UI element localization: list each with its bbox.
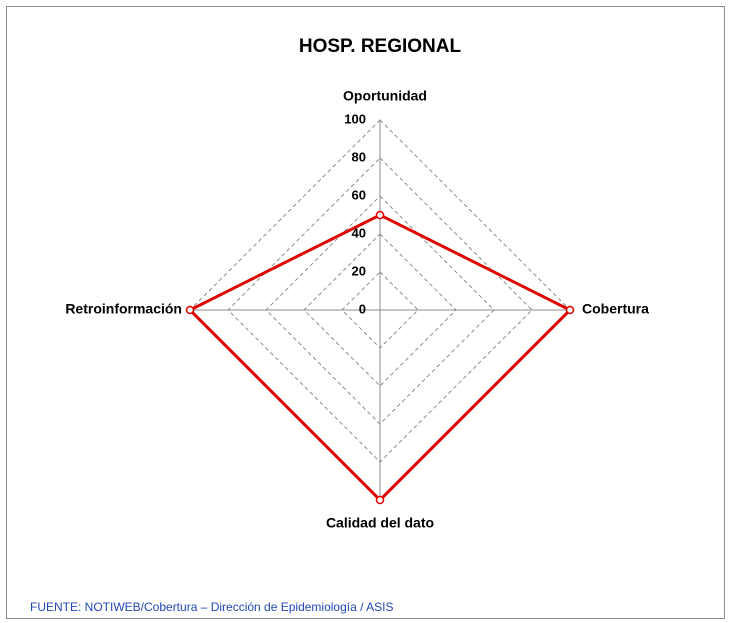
tick-label: 20 bbox=[352, 263, 366, 278]
tick-label: 60 bbox=[352, 187, 366, 202]
category-label: Cobertura bbox=[582, 301, 649, 317]
category-label: Retroinformación bbox=[65, 301, 182, 317]
data-point bbox=[375, 210, 385, 220]
chart-title: HOSP. REGIONAL bbox=[299, 36, 462, 57]
grid-ring bbox=[303, 233, 457, 387]
chart-frame bbox=[6, 6, 725, 619]
tick-label: 0 bbox=[359, 301, 366, 316]
tick-label: 100 bbox=[344, 111, 366, 126]
category-label: Oportunidad bbox=[343, 88, 427, 104]
category-label: Calidad del dato bbox=[326, 515, 434, 531]
source-note: FUENTE: NOTIWEB/Cobertura – Dirección de… bbox=[30, 600, 393, 614]
data-point bbox=[565, 305, 575, 315]
tick-label: 80 bbox=[352, 149, 366, 164]
tick-label: 40 bbox=[352, 225, 366, 240]
data-point bbox=[375, 495, 385, 505]
data-point bbox=[185, 305, 195, 315]
